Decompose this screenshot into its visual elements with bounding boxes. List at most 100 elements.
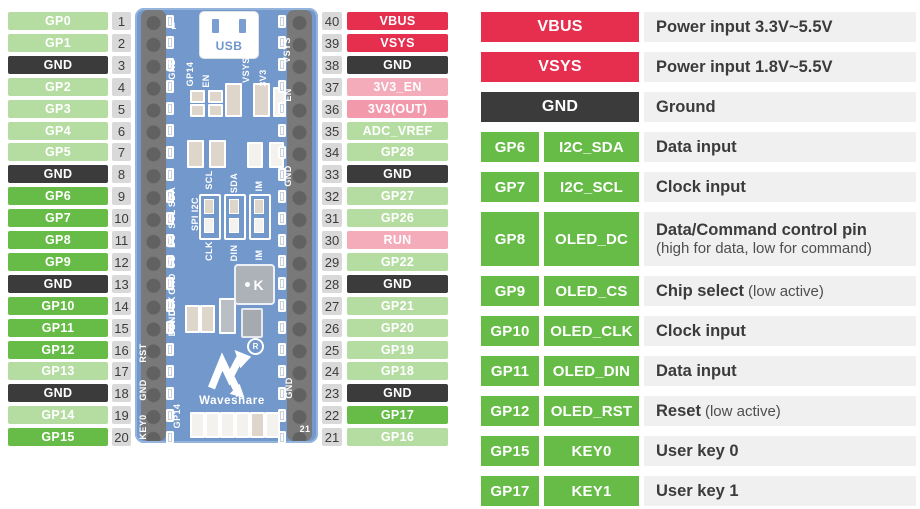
pin-header-right	[287, 10, 312, 441]
smd-component	[250, 412, 265, 438]
pin-number-right: 26	[322, 319, 342, 337]
legend-description: Power input 1.8V~5.5V	[644, 52, 916, 82]
legend-function-cell: I2C_SDA	[544, 132, 639, 162]
silkscreen-text: GND	[167, 273, 177, 295]
solder-pad	[278, 190, 286, 203]
pin-label-left: GND	[8, 56, 108, 74]
solder-pad	[166, 365, 174, 378]
silkscreen-text: 3V3	[258, 69, 268, 87]
pin-label-left: GP5	[8, 143, 108, 161]
solder-pad	[278, 321, 286, 334]
silkscreen-text: CLK	[204, 241, 214, 261]
solder-pad	[278, 58, 286, 71]
legend-gpio-cell: GP12	[481, 396, 539, 426]
smd-component	[219, 298, 236, 334]
small-ic	[241, 308, 263, 338]
pin-label-left: GP2	[8, 78, 108, 96]
legend-gpio-cell: GP7	[481, 172, 539, 202]
jumper-slot	[199, 194, 221, 240]
solder-pad	[278, 234, 286, 247]
legend-desc-line: Power input 1.8V~5.5V	[656, 57, 916, 77]
solder-pad	[166, 431, 174, 444]
legend-label: VBUS	[481, 12, 639, 42]
pin-label-right: VSYS	[347, 34, 448, 52]
pin-label-left: GP8	[8, 231, 108, 249]
legend-desc-main: Data/Command control pin	[656, 221, 867, 239]
solder-pad	[166, 146, 174, 159]
pin-label-left: GP0	[8, 12, 108, 30]
legend-desc-main: Clock input	[656, 322, 746, 340]
legend-desc-note: (low active)	[748, 283, 824, 300]
pin-number-left: 19	[112, 406, 131, 424]
pin-number-left: 7	[112, 143, 131, 161]
pin-label-left: GND	[8, 384, 108, 402]
silkscreen-text: KEY0	[138, 414, 148, 440]
smd-component	[205, 412, 220, 438]
silkscreen-text: SCL	[204, 170, 214, 190]
solder-pad	[166, 277, 174, 290]
pin-label-right: GND	[347, 384, 448, 402]
solder-pad	[278, 168, 286, 181]
pin-number-right: 29	[322, 253, 342, 271]
pin-header-left	[141, 10, 166, 441]
legend-desc-main: User key 1	[656, 482, 739, 500]
legend-function-cell: OLED_CS	[544, 276, 639, 306]
solder-pad	[166, 212, 174, 225]
silkscreen-text: EN	[283, 88, 293, 102]
solder-pad	[166, 102, 174, 115]
legend-gpio-cell: GP17	[481, 476, 539, 506]
silkscreen-text: DIN	[229, 244, 239, 262]
smd-component	[190, 90, 205, 103]
silkscreen-text: VSYS	[241, 57, 251, 83]
pin-label-left: GP9	[8, 253, 108, 271]
smd-component	[200, 305, 215, 333]
pin-number-right: 36	[322, 100, 342, 118]
pin-label-left: GP14	[8, 406, 108, 424]
pin-label-left: GP13	[8, 362, 108, 380]
legend-desc-line: User key 0	[656, 441, 916, 461]
pin-label-left: GP4	[8, 122, 108, 140]
legend-gpio-cell: GP8	[481, 212, 539, 266]
solder-pad	[278, 80, 286, 93]
pin-number-right: 24	[322, 362, 342, 380]
usb-label: USB	[215, 39, 243, 53]
solder-pad	[166, 190, 174, 203]
jumper-resistor	[204, 199, 214, 214]
pin-label-right: GP22	[347, 253, 448, 271]
legend-description: Chip select (low active)	[644, 276, 916, 306]
smd-component	[187, 140, 204, 168]
usb-contact	[212, 19, 219, 33]
legend-function-cell: KEY0	[544, 436, 639, 466]
pin-number-right: 38	[322, 56, 342, 74]
brand-text: Waveshare	[199, 395, 265, 407]
pin-number-left: 10	[112, 209, 131, 227]
solder-pad	[278, 365, 286, 378]
silkscreen-text: GND	[167, 309, 177, 331]
pin-label-right: RUN	[347, 231, 448, 249]
solder-pad	[278, 15, 286, 28]
legend-desc-line: Clock input	[656, 177, 916, 197]
legend-desc-main: Clock input	[656, 178, 746, 196]
legend-description: User key 1	[644, 476, 916, 506]
pin-number-right: 27	[322, 297, 342, 315]
legend-desc-main: Power input 1.8V~5.5V	[656, 58, 833, 76]
solder-pad	[166, 343, 174, 356]
pin-label-right: GP17	[347, 406, 448, 424]
silkscreen-text: SDA	[229, 172, 239, 194]
jumper-slot	[249, 194, 271, 240]
pin-label-right: GND	[347, 275, 448, 293]
legend-desc-main: Chip select	[656, 282, 745, 300]
pin-label-left: GP15	[8, 428, 108, 446]
silkscreen-text: GND	[283, 165, 293, 187]
legend-desc-line: Ground	[656, 97, 916, 117]
legend-desc-line: Data input	[656, 361, 916, 381]
pin-number-left: 4	[112, 78, 131, 96]
jumper-pad	[204, 218, 214, 233]
legend-gpio-cell: GP15	[481, 436, 539, 466]
jumper-resistor	[229, 199, 239, 214]
silkscreen-text: IM	[254, 249, 264, 261]
silkscreen-text: 1	[171, 21, 177, 31]
solder-pad	[166, 168, 174, 181]
jumper-pad	[254, 218, 264, 233]
pin-label-right: GP27	[347, 187, 448, 205]
